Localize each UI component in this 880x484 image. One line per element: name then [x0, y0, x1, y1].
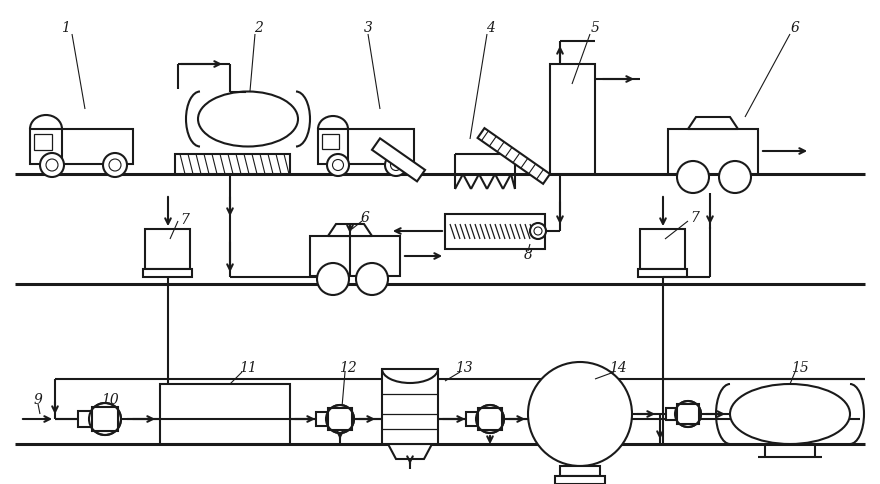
Bar: [478, 408, 502, 430]
Bar: [666, 408, 682, 420]
Circle shape: [530, 224, 546, 240]
Bar: [58, 130, 133, 165]
Text: 8: 8: [524, 247, 532, 261]
Circle shape: [356, 263, 388, 295]
Text: 14: 14: [609, 360, 627, 374]
Bar: [445, 214, 545, 249]
Circle shape: [528, 362, 632, 466]
Text: 13: 13: [455, 360, 473, 374]
Bar: [310, 237, 400, 276]
Text: 5: 5: [590, 21, 599, 35]
Bar: [555, 476, 605, 484]
Bar: [328, 408, 352, 430]
Bar: [92, 407, 118, 431]
Circle shape: [719, 162, 751, 194]
Bar: [372, 139, 425, 182]
Bar: [346, 130, 414, 165]
Bar: [175, 155, 290, 175]
Circle shape: [103, 154, 127, 178]
Circle shape: [677, 162, 709, 194]
Bar: [34, 135, 52, 151]
Ellipse shape: [198, 92, 298, 147]
Text: 10: 10: [101, 392, 119, 406]
Bar: [382, 369, 438, 444]
Text: 6: 6: [790, 21, 799, 35]
Bar: [143, 270, 192, 277]
Bar: [316, 412, 334, 426]
Bar: [322, 135, 339, 150]
Polygon shape: [388, 444, 432, 459]
Bar: [466, 412, 484, 426]
Text: 11: 11: [239, 360, 257, 374]
Bar: [30, 130, 62, 165]
Circle shape: [534, 227, 542, 236]
Circle shape: [326, 405, 354, 433]
Bar: [677, 404, 699, 424]
Text: 15: 15: [791, 360, 809, 374]
Polygon shape: [478, 129, 550, 184]
Circle shape: [89, 403, 121, 435]
Circle shape: [391, 160, 401, 171]
Bar: [638, 270, 687, 277]
Text: 7: 7: [691, 211, 700, 225]
Circle shape: [109, 160, 121, 172]
Bar: [640, 229, 685, 270]
Text: 3: 3: [363, 21, 372, 35]
Circle shape: [675, 401, 701, 427]
Circle shape: [46, 160, 58, 172]
Text: 4: 4: [486, 21, 495, 35]
Bar: [78, 411, 100, 427]
Circle shape: [317, 263, 349, 295]
Text: 6: 6: [361, 211, 370, 225]
Text: 1: 1: [61, 21, 70, 35]
Bar: [160, 384, 290, 444]
Text: 9: 9: [33, 392, 42, 406]
Bar: [560, 466, 600, 476]
Text: 2: 2: [253, 21, 262, 35]
Text: 7: 7: [180, 212, 189, 227]
Polygon shape: [688, 118, 738, 130]
Circle shape: [476, 405, 504, 433]
Circle shape: [333, 160, 343, 171]
Text: 12: 12: [339, 360, 357, 374]
Circle shape: [40, 154, 64, 178]
Ellipse shape: [730, 384, 850, 444]
Circle shape: [385, 155, 407, 177]
Bar: [668, 130, 758, 175]
Bar: [145, 229, 190, 270]
Circle shape: [327, 155, 349, 177]
Polygon shape: [328, 225, 372, 237]
Bar: [550, 65, 595, 175]
Bar: [318, 130, 348, 165]
